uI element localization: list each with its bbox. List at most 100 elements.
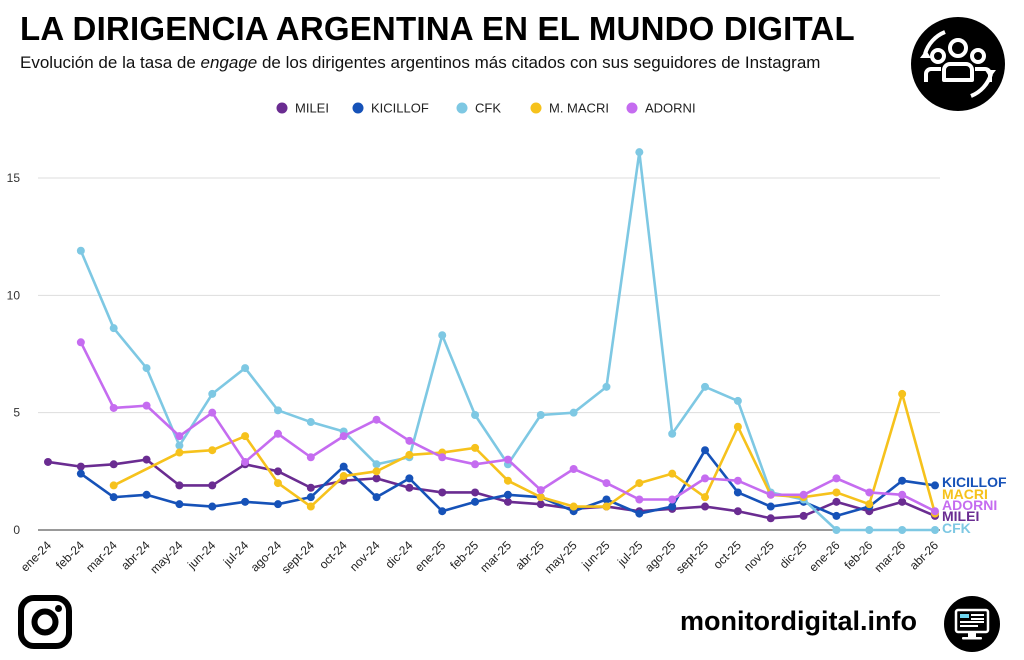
data-point-milei [898,497,907,506]
data-point-adorni [668,495,677,504]
legend-swatch-kicillof [352,102,364,114]
data-point-m-macri [241,432,250,441]
data-point-m-macri [569,502,578,511]
data-point-kicillof [635,509,644,518]
data-point-kicillof [76,469,85,478]
data-point-m-macri [733,422,742,431]
x-tick-label: abr-26 [907,538,942,573]
data-point-kicillof [438,507,447,516]
data-point-kicillof [602,495,611,504]
data-point-adorni [208,408,217,417]
data-point-milei [536,500,545,509]
x-tick-label: ene-26 [806,538,843,575]
x-tick-label: ago-25 [642,538,679,575]
data-point-adorni [898,490,907,499]
data-point-kicillof [503,490,512,499]
x-tick-label: feb-24 [53,538,87,572]
data-point-m-macri [701,493,710,502]
data-point-adorni [241,457,250,466]
end-label-adorni: ADORNI [942,497,997,513]
data-point-adorni [733,476,742,485]
x-tick-label: jun-25 [578,538,612,572]
data-point-cfk [898,526,907,534]
series-kicillof [76,446,939,520]
data-point-kicillof [668,502,677,511]
y-tick-label: 15 [7,171,21,185]
data-point-cfk [865,526,874,534]
data-point-m-macri [865,500,874,509]
data-point-milei [766,514,775,523]
data-point-cfk [701,382,710,391]
data-point-cfk [273,406,282,415]
data-point-cfk [372,460,381,469]
end-label-cfk: CFK [942,520,971,536]
x-tick-label: nov-24 [347,538,383,574]
data-point-milei [306,483,315,492]
data-point-m-macri [372,467,381,476]
data-point-kicillof [898,476,907,485]
x-tick-label: ene-25 [412,538,449,575]
series-m-macri [109,389,939,518]
series-lines [44,148,939,534]
data-point-adorni [372,415,381,424]
data-point-milei [799,511,808,520]
data-point-adorni [832,474,841,483]
data-point-milei [175,481,184,490]
subtitle-text-before: Evolución de la tasa de [20,53,201,72]
x-tick-label: mar-25 [477,538,514,575]
data-point-kicillof [733,488,742,497]
subtitle-text-after: de los dirigentes argentinos más citados… [257,53,821,72]
data-point-kicillof [306,493,315,502]
data-point-kicillof [931,481,939,490]
data-point-m-macri [471,443,480,452]
legend-label-milei: MILEI [295,101,329,116]
data-point-m-macri [273,479,282,488]
data-point-m-macri [898,389,907,398]
data-point-m-macri [405,450,414,459]
data-point-m-macri [602,502,611,511]
chart-title: LA DIRIGENCIA ARGENTINA EN EL MUNDO DIGI… [20,10,855,47]
chart-grid [38,177,940,531]
data-point-cfk [208,389,217,398]
x-tick-label: sept-24 [279,538,317,576]
data-point-adorni [766,490,775,499]
data-point-adorni [142,401,151,410]
x-tick-label: ene-24 [18,538,55,575]
x-tick-label: dic-25 [777,538,810,571]
legend-label-adorni: ADORNI [645,101,696,116]
data-point-adorni [799,490,808,499]
data-point-m-macri [306,502,315,511]
data-point-milei [438,488,447,497]
data-point-adorni [76,338,85,347]
x-tick-label: may-24 [147,538,185,576]
legend-swatch-m-macri [530,102,542,114]
data-point-adorni [503,455,512,464]
y-tick-label: 10 [7,288,21,302]
legend-swatch-milei [276,102,288,114]
data-point-m-macri [635,479,644,488]
end-label-milei: MILEI [942,508,979,524]
data-point-adorni [635,495,644,504]
x-tick-label: mar-24 [83,538,120,575]
x-tick-label: oct-25 [711,538,745,572]
data-point-kicillof [405,474,414,483]
data-point-kicillof [832,511,841,520]
x-tick-label: oct-24 [316,538,350,572]
y-tick-label: 5 [13,406,20,420]
data-point-cfk [175,441,184,450]
data-point-kicillof [766,502,775,511]
x-tick-label: jun-24 [184,538,218,572]
data-point-m-macri [503,476,512,485]
people-cycle-icon [911,17,1005,111]
data-point-m-macri [668,469,677,478]
instagram-icon [18,595,72,649]
x-tick-label: may-25 [542,538,580,576]
data-point-adorni [405,436,414,445]
data-point-cfk [536,411,545,420]
legend-label-m-macri: M. MACRI [549,101,609,116]
y-axis: 0 5 10 15 [7,171,21,537]
data-point-milei [701,502,710,511]
x-tick-label: nov-25 [741,538,777,574]
